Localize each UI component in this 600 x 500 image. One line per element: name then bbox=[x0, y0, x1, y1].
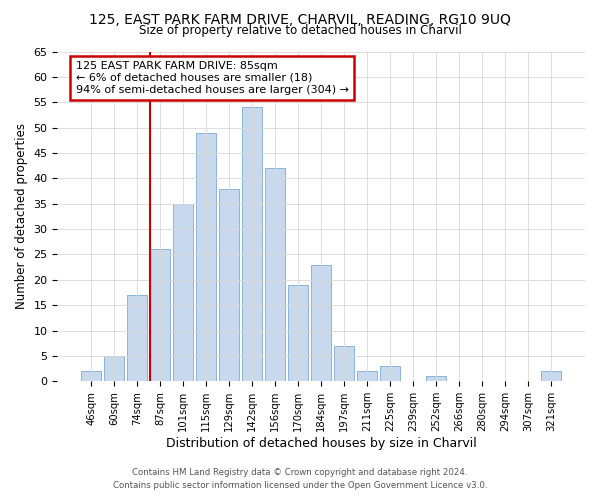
Bar bbox=[151, 250, 170, 382]
Bar bbox=[334, 346, 354, 382]
Text: Size of property relative to detached houses in Charvil: Size of property relative to detached ho… bbox=[139, 24, 461, 37]
Bar bbox=[289, 285, 308, 382]
Bar bbox=[358, 371, 377, 382]
Bar bbox=[380, 366, 400, 382]
Text: 125, EAST PARK FARM DRIVE, CHARVIL, READING, RG10 9UQ: 125, EAST PARK FARM DRIVE, CHARVIL, READ… bbox=[89, 12, 511, 26]
Bar bbox=[82, 371, 101, 382]
Bar bbox=[541, 371, 561, 382]
Y-axis label: Number of detached properties: Number of detached properties bbox=[15, 124, 28, 310]
X-axis label: Distribution of detached houses by size in Charvil: Distribution of detached houses by size … bbox=[166, 437, 476, 450]
Bar bbox=[265, 168, 285, 382]
Text: 125 EAST PARK FARM DRIVE: 85sqm
← 6% of detached houses are smaller (18)
94% of : 125 EAST PARK FARM DRIVE: 85sqm ← 6% of … bbox=[76, 62, 349, 94]
Bar bbox=[127, 295, 147, 382]
Bar bbox=[104, 356, 124, 382]
Bar bbox=[242, 108, 262, 382]
Bar bbox=[173, 204, 193, 382]
Bar bbox=[196, 132, 216, 382]
Bar bbox=[220, 188, 239, 382]
Bar bbox=[311, 264, 331, 382]
Text: Contains HM Land Registry data © Crown copyright and database right 2024.
Contai: Contains HM Land Registry data © Crown c… bbox=[113, 468, 487, 490]
Bar bbox=[427, 376, 446, 382]
